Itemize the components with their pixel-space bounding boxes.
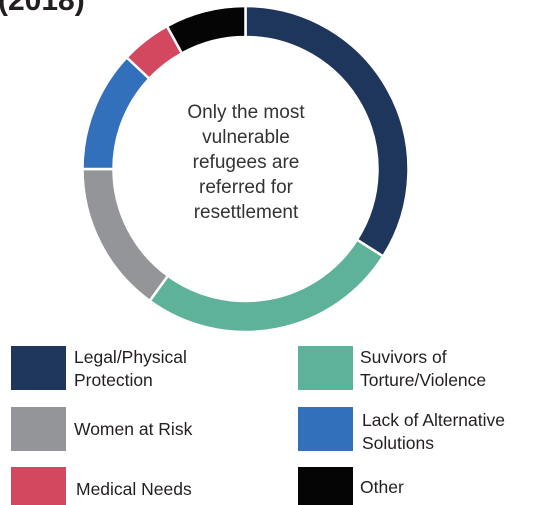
legend-label: Other (360, 477, 404, 497)
donut-slice (81, 167, 170, 303)
legend-label: Legal/Physical Protection (74, 347, 187, 390)
legend-label: Medical Needs (76, 479, 192, 499)
donut-slice (81, 55, 152, 171)
chart-title: (2018) (0, 0, 85, 17)
legend-swatch (298, 407, 353, 451)
legend-swatch (298, 467, 353, 505)
donut-slice (147, 238, 385, 334)
center-caption-line: resettlement (193, 202, 299, 223)
legend-swatch (298, 346, 353, 390)
center-caption-line: Only the most (187, 102, 305, 123)
donut-slice (165, 4, 247, 56)
donut-chart (81, 4, 410, 334)
legend-swatch (11, 346, 66, 390)
legend-swatch (11, 467, 66, 505)
center-caption-line: referred for (199, 177, 293, 198)
legend-swatch (11, 407, 66, 451)
legend-label: Suvivors of Torture/Violence (360, 347, 487, 390)
center-caption: Only the most vulnerable refugees are re… (168, 100, 324, 225)
center-caption-line: vulnerable (202, 127, 290, 148)
center-caption-line: refugees are (192, 152, 300, 173)
legend-label: Women at Risk (74, 419, 193, 439)
legend-label: Lack of Alternative Solutions (362, 410, 505, 453)
